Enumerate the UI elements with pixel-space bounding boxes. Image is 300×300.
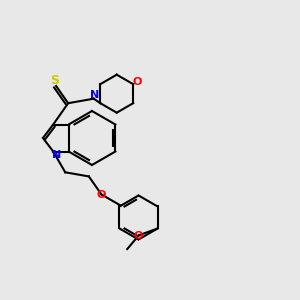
- Text: N: N: [52, 151, 61, 160]
- Text: O: O: [133, 231, 142, 241]
- Text: N: N: [90, 90, 99, 100]
- Text: S: S: [50, 74, 59, 87]
- Text: O: O: [97, 190, 106, 200]
- Text: O: O: [133, 77, 142, 87]
